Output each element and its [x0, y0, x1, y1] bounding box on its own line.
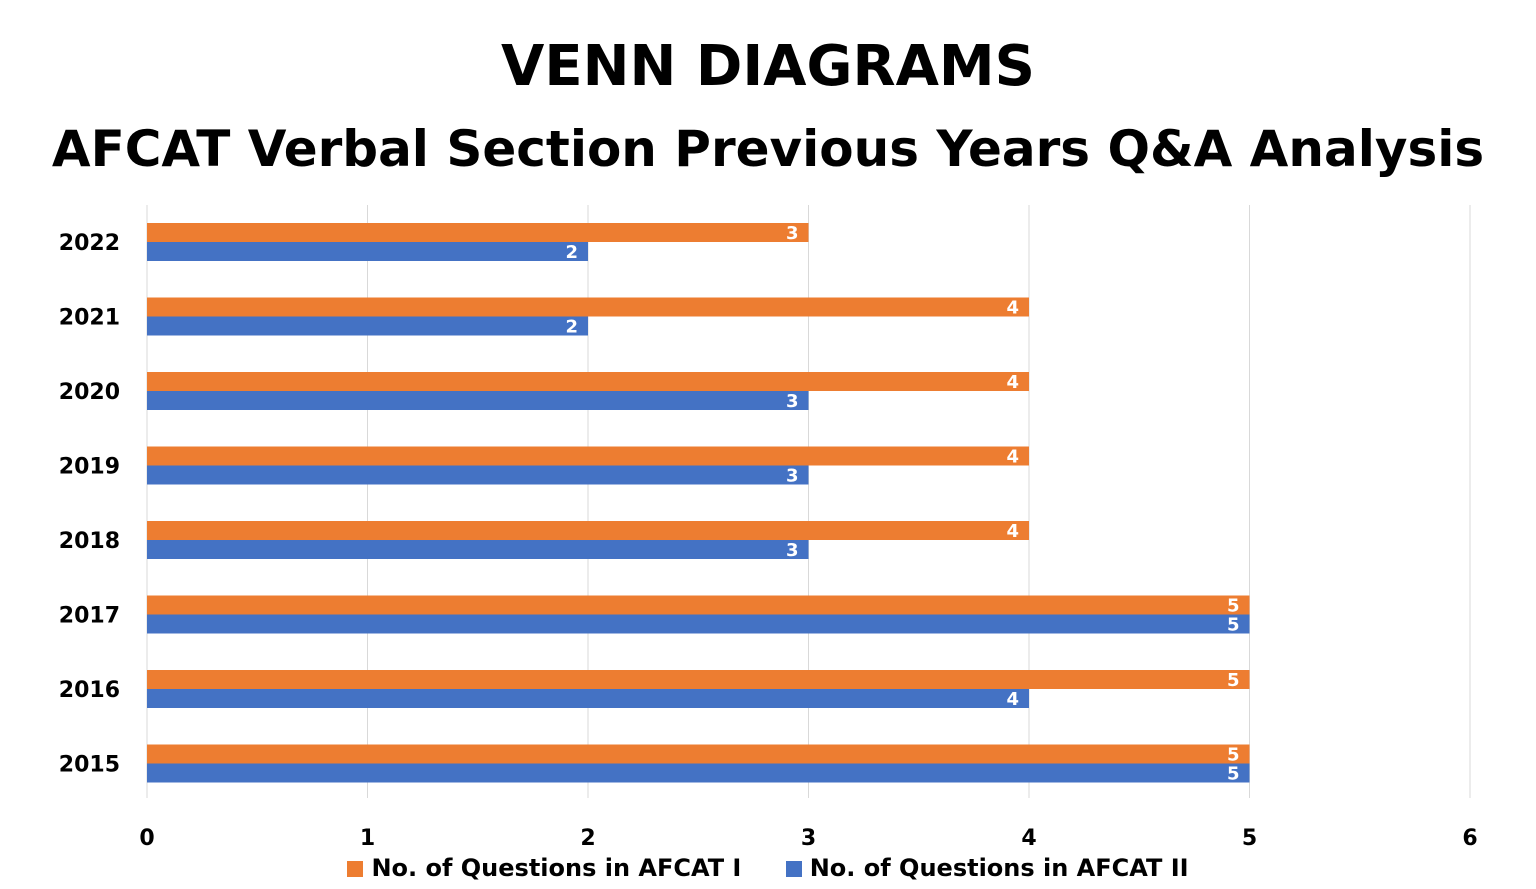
legend-item-afcat-1: No. of Questions in AFCAT I	[347, 854, 741, 882]
data-label-2020-series-1: 4	[1006, 372, 1019, 393]
data-label-2015-series-1: 5	[1227, 745, 1240, 766]
bars	[147, 223, 1250, 783]
y-tick-label-2016: 2016	[59, 678, 120, 703]
data-label-2019-series-2: 3	[786, 466, 799, 487]
x-tick-label-0: 0	[139, 826, 154, 851]
y-tick-label-2018: 2018	[59, 529, 120, 554]
bar-2017-series-2	[147, 614, 1250, 634]
data-label-2021-series-2: 2	[565, 317, 578, 338]
data-label-2020-series-2: 3	[786, 391, 799, 412]
data-label-2019-series-1: 4	[1006, 447, 1019, 468]
bar-2018-series-1	[147, 521, 1029, 540]
y-axis-labels: 2022 2021 2020 2019 2018 2017 2016 2015	[59, 231, 120, 778]
x-axis-labels: 0 1 2 3 4 5 6	[139, 826, 1477, 851]
y-tick-label-2020: 2020	[59, 380, 120, 405]
x-tick-label-4: 4	[1021, 826, 1036, 851]
legend: No. of Questions in AFCAT I No. of Quest…	[0, 854, 1536, 882]
data-label-2017-series-1: 5	[1227, 596, 1240, 617]
legend-item-afcat-2: No. of Questions in AFCAT II	[785, 854, 1189, 882]
x-tick-label-3: 3	[801, 826, 816, 851]
x-tick-label-6: 6	[1462, 826, 1477, 851]
legend-swatch-afcat-2	[785, 861, 802, 877]
bar-2015-series-2	[147, 763, 1250, 783]
bar-2019-series-1	[147, 446, 1029, 466]
data-label-2016-series-2: 4	[1006, 689, 1019, 710]
x-tick-label-1: 1	[360, 826, 375, 851]
bar-2016-series-2	[147, 689, 1029, 708]
grid-lines	[146, 205, 1471, 798]
y-tick-label-2021: 2021	[59, 306, 120, 331]
data-label-2017-series-2: 5	[1227, 615, 1240, 636]
legend-label-afcat-1: No. of Questions in AFCAT I	[371, 854, 742, 882]
y-tick-label-2019: 2019	[59, 455, 120, 480]
bar-2016-series-1	[147, 670, 1250, 689]
bar-2019-series-2	[147, 465, 809, 485]
bar-2022-series-2	[147, 242, 588, 261]
bar-2021-series-2	[147, 316, 588, 336]
data-label-2016-series-1: 5	[1227, 670, 1240, 691]
bar-2015-series-1	[147, 744, 1250, 764]
bar-2022-series-1	[147, 223, 809, 242]
y-tick-label-2022: 2022	[59, 231, 120, 256]
data-label-2021-series-1: 4	[1006, 298, 1019, 319]
data-label-2015-series-2: 5	[1227, 764, 1240, 785]
data-label-2018-series-1: 4	[1006, 521, 1019, 542]
bar-2017-series-1	[147, 595, 1250, 615]
data-label-2018-series-2: 3	[786, 540, 799, 561]
x-tick-label-2: 2	[580, 826, 595, 851]
data-label-2022-series-1: 3	[786, 223, 799, 244]
x-tick-label-5: 5	[1242, 826, 1257, 851]
chart-title: VENN DIAGRAMS	[501, 34, 1035, 99]
data-label-2022-series-2: 2	[565, 242, 578, 263]
y-tick-label-2017: 2017	[59, 604, 120, 629]
bar-2018-series-2	[147, 540, 809, 559]
legend-label-afcat-2: No. of Questions in AFCAT II	[809, 854, 1189, 882]
legend-swatch-afcat-1	[347, 861, 364, 877]
bar-2020-series-1	[147, 372, 1029, 391]
chart-subtitle: AFCAT Verbal Section Previous Years Q&A …	[51, 120, 1485, 178]
y-tick-label-2015: 2015	[59, 753, 120, 778]
bar-2020-series-2	[147, 391, 809, 410]
bar-2021-series-1	[147, 297, 1029, 317]
